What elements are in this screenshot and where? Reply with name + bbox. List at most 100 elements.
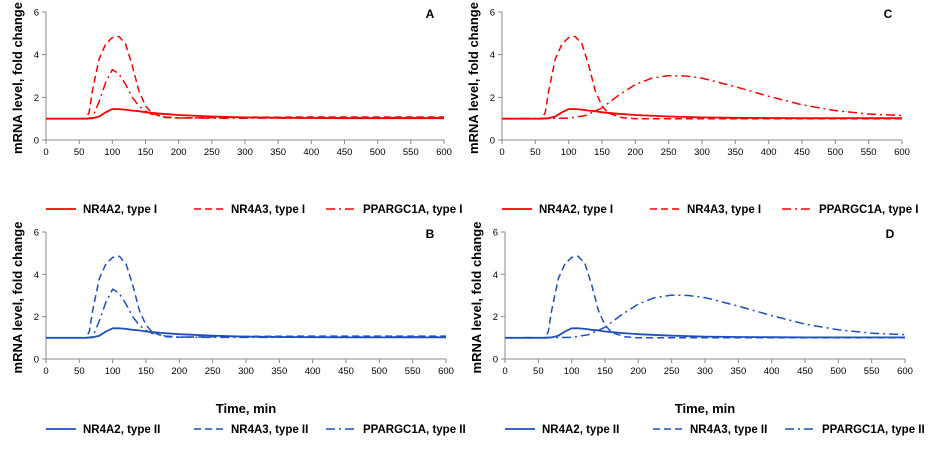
panel-label: A (426, 7, 435, 21)
x-tick-label: 550 (403, 147, 419, 158)
x-tick-label: 550 (861, 147, 877, 158)
y-tick-label: 6 (493, 228, 498, 239)
y-tick-label: 4 (490, 50, 495, 61)
x-tick-label: 400 (761, 147, 777, 158)
y-tick-label: 2 (493, 312, 498, 323)
x-tick-label: 350 (730, 366, 746, 377)
x-tick-label: 200 (627, 147, 643, 158)
y-tick-label: 0 (493, 355, 498, 366)
x-tick-label: 400 (305, 366, 321, 377)
x-tick-label: 250 (661, 147, 677, 158)
x-tick-label: 400 (303, 147, 319, 158)
legend-label: NR4A3, type I (231, 204, 305, 216)
x-tick-label: 150 (138, 147, 154, 158)
x-tick-label: 50 (74, 366, 85, 377)
y-tick-label: 6 (34, 228, 39, 239)
x-tick-label: 50 (533, 366, 544, 377)
y-tick-label: 0 (34, 136, 39, 147)
legend-label: NR4A2, type II (83, 424, 160, 436)
legend-label: NR4A3, type II (231, 424, 308, 436)
series-line-2 (502, 35, 902, 120)
x-tick-label: 150 (597, 366, 613, 377)
x-tick-label: 350 (727, 147, 743, 158)
x-tick-label: 400 (764, 366, 780, 377)
legend-label: NR4A3, type II (690, 424, 767, 436)
series-line-3 (46, 288, 447, 339)
panel-label: B (426, 227, 435, 241)
x-tick-label: 550 (405, 366, 421, 377)
x-tick-label: 150 (138, 366, 154, 377)
y-axis-title: mRNA level, fold change (10, 222, 25, 374)
y-tick-label: 0 (490, 136, 495, 147)
panel-label: C (884, 7, 893, 21)
x-tick-label: 100 (564, 366, 580, 377)
x-tick-label: 250 (204, 147, 220, 158)
x-tick-label: 300 (697, 366, 713, 377)
y-tick-label: 4 (493, 270, 498, 281)
x-tick-label: 450 (337, 147, 353, 158)
x-tick-label: 500 (371, 366, 387, 377)
x-tick-label: 450 (794, 147, 810, 158)
chart-panel-a: 0 50 100 150 200 250 300 350 400 450 500 550 600 0 2 4 6… (10, 2, 462, 216)
x-tick-label: 250 (205, 366, 221, 377)
y-axis-title: mRNA level, fold change (466, 2, 481, 154)
x-tick-label: 500 (827, 147, 843, 158)
x-axis-title: Time, min (216, 401, 277, 416)
series-line-2 (46, 255, 446, 339)
x-tick-label: 250 (664, 366, 680, 377)
x-tick-label: 50 (530, 147, 541, 158)
y-tick-label: 4 (34, 270, 39, 281)
series-line-3 (504, 294, 906, 339)
x-tick-label: 0 (502, 366, 507, 377)
y-tick-label: 6 (34, 8, 39, 19)
x-tick-label: 100 (561, 147, 577, 158)
x-tick-label: 450 (797, 366, 813, 377)
legend-label: NR4A3, type I (687, 204, 761, 216)
chart-panel-b: 0 50 100 150 200 250 300 350 400 450 500 550 600 0 2 4 6… (10, 222, 466, 436)
x-tick-label: 600 (438, 366, 454, 377)
legend-label: NR4A2, type II (542, 424, 619, 436)
legend-label: NR4A2, type I (539, 204, 613, 216)
chart-panel-d: 0 50 100 150 200 250 300 350 400 450 500 550 600 0 2 4 6… (469, 222, 925, 436)
x-tick-label: 50 (74, 147, 85, 158)
legend-label: PPARGC1A, type II (822, 424, 925, 436)
series-line-3 (46, 68, 445, 120)
x-tick-label: 200 (171, 366, 187, 377)
y-axis-title: mRNA level, fold change (10, 2, 25, 154)
x-tick-label: 600 (436, 147, 452, 158)
x-tick-label: 550 (864, 366, 880, 377)
x-tick-label: 150 (594, 147, 610, 158)
x-tick-label: 300 (237, 147, 253, 158)
series-line-2 (505, 255, 905, 339)
x-tick-label: 350 (271, 366, 287, 377)
x-tick-label: 0 (499, 147, 504, 158)
series-line-3 (501, 74, 903, 120)
y-tick-label: 4 (34, 50, 39, 61)
y-axis-title: mRNA level, fold change (469, 222, 484, 374)
legend-label: NR4A2, type I (83, 204, 157, 216)
series-line-1 (502, 108, 902, 120)
series-line-2 (46, 35, 444, 120)
y-tick-label: 2 (34, 93, 39, 104)
x-tick-label: 300 (238, 366, 254, 377)
y-tick-label: 0 (34, 355, 39, 366)
x-tick-label: 350 (270, 147, 286, 158)
x-tick-label: 0 (43, 366, 48, 377)
series-line-1 (46, 108, 444, 120)
x-tick-label: 450 (338, 366, 354, 377)
x-axis-title: Time, min (675, 401, 736, 416)
y-tick-label: 2 (490, 93, 495, 104)
x-tick-label: 300 (694, 147, 710, 158)
legend-label: PPARGC1A, type I (363, 204, 462, 216)
x-tick-label: 100 (105, 366, 121, 377)
x-tick-label: 200 (630, 366, 646, 377)
panel-label: D (886, 227, 895, 241)
x-tick-label: 500 (370, 147, 386, 158)
x-tick-label: 600 (897, 366, 913, 377)
x-tick-label: 100 (104, 147, 120, 158)
x-tick-label: 500 (830, 366, 846, 377)
y-tick-label: 2 (34, 312, 39, 323)
legend-label: PPARGC1A, type I (819, 204, 918, 216)
series-line-1 (505, 327, 905, 339)
